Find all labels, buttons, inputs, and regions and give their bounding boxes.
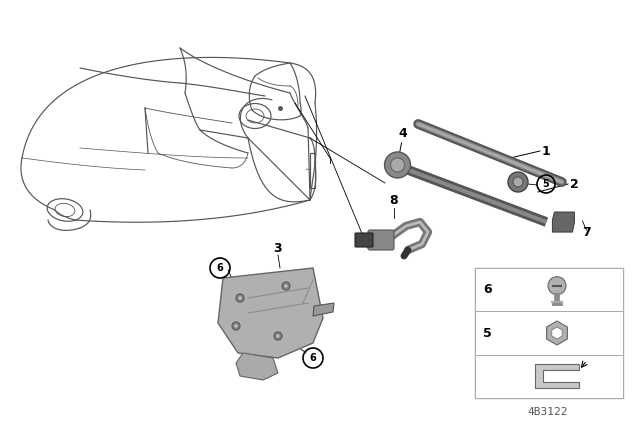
Circle shape: [238, 296, 242, 300]
Circle shape: [232, 322, 240, 330]
Circle shape: [385, 152, 410, 178]
Text: 7: 7: [582, 225, 591, 238]
Text: 8: 8: [390, 194, 398, 207]
Circle shape: [284, 284, 288, 288]
FancyBboxPatch shape: [368, 230, 394, 250]
FancyBboxPatch shape: [475, 355, 623, 398]
Circle shape: [548, 277, 566, 295]
FancyBboxPatch shape: [475, 311, 623, 355]
Polygon shape: [313, 303, 334, 316]
Polygon shape: [236, 353, 278, 380]
Circle shape: [390, 158, 404, 172]
Text: 2: 2: [570, 177, 579, 190]
Text: 1: 1: [542, 145, 551, 158]
FancyBboxPatch shape: [355, 233, 373, 247]
FancyBboxPatch shape: [475, 268, 623, 311]
Polygon shape: [547, 321, 568, 345]
Circle shape: [236, 294, 244, 302]
Polygon shape: [552, 212, 575, 232]
Circle shape: [276, 334, 280, 338]
Text: 4B3122: 4B3122: [528, 407, 568, 417]
Text: 6: 6: [216, 263, 223, 273]
Text: 6: 6: [483, 283, 492, 296]
Text: 6: 6: [310, 353, 316, 363]
Circle shape: [234, 324, 238, 328]
Text: 5: 5: [483, 327, 492, 340]
Circle shape: [513, 177, 523, 187]
Circle shape: [508, 172, 528, 192]
Text: 4: 4: [398, 127, 407, 140]
Circle shape: [282, 282, 290, 290]
Text: 3: 3: [274, 241, 282, 254]
FancyBboxPatch shape: [475, 268, 623, 398]
Text: 5: 5: [543, 179, 549, 189]
Circle shape: [274, 332, 282, 340]
Polygon shape: [218, 268, 323, 358]
Polygon shape: [535, 364, 579, 388]
Polygon shape: [552, 327, 562, 339]
